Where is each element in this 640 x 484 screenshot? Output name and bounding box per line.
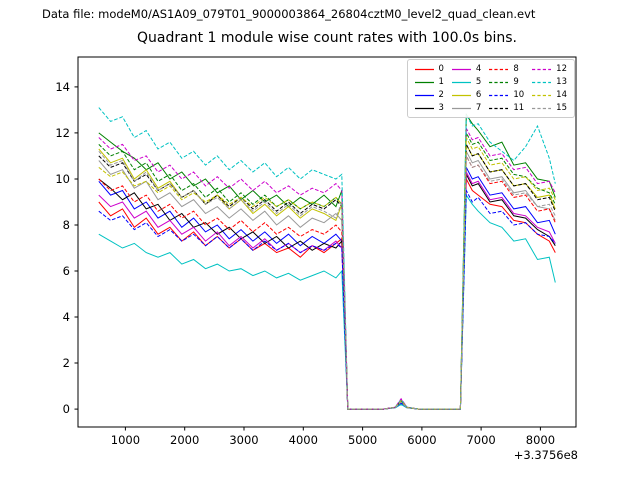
series-line-14 <box>98 137 556 410</box>
legend-entry: 9 <box>489 77 524 87</box>
chart-title: Quadrant 1 module wise count rates with … <box>137 30 517 46</box>
y-tick-label: 10 <box>55 172 70 186</box>
legend-label: 2 <box>438 89 444 100</box>
y-tick-label: 12 <box>55 126 70 140</box>
legend-label: 13 <box>556 76 567 87</box>
legend-label: 3 <box>438 102 444 113</box>
legend-line-sample <box>451 94 471 96</box>
data-file-label: Data file: modeM0/AS1A09_079T01_90000038… <box>42 7 536 21</box>
legend-entry: 6 <box>451 89 482 100</box>
y-tick-label: 4 <box>63 310 70 324</box>
legend-column: 0 1 2 3 <box>414 63 444 113</box>
legend-entry: 10 <box>489 90 524 100</box>
legend-entry: 2 <box>414 89 444 100</box>
legend-entry: 1 <box>414 76 444 87</box>
legend-entry: 0 <box>414 63 444 74</box>
legend-line-sample <box>414 81 434 83</box>
series-line-5 <box>98 193 556 410</box>
series-line-1 <box>98 112 556 410</box>
legend-line-sample <box>532 107 552 109</box>
legend-line-sample <box>532 68 552 70</box>
y-tick-label: 2 <box>63 356 70 370</box>
x-tick-label: 3000 <box>229 433 258 447</box>
legend-line-sample <box>489 94 509 96</box>
legend-column: 4 5 6 7 <box>451 63 482 113</box>
axes-frame <box>77 56 577 428</box>
x-tick-label: 7000 <box>466 433 495 447</box>
legend-label: 6 <box>475 89 482 100</box>
legend-label: 8 <box>513 63 519 74</box>
legend-line-sample <box>489 81 509 83</box>
y-tick-label: 6 <box>63 264 70 278</box>
legend-line-sample <box>414 107 434 109</box>
y-tick-label: 14 <box>55 80 70 94</box>
legend-label: 9 <box>513 76 519 87</box>
legend-label: 1 <box>438 76 444 87</box>
x-axis-offset-label: +3.3756e8 <box>513 448 578 462</box>
legend-line-sample <box>532 81 552 83</box>
legend-entry: 15 <box>532 103 567 113</box>
legend-entry: 14 <box>532 90 567 100</box>
legend-column: 8 9 10 11 <box>489 64 524 113</box>
legend-entry: 12 <box>532 64 567 74</box>
legend-label: 7 <box>475 102 482 113</box>
legend-label: 4 <box>475 63 482 74</box>
x-tick-label: 1000 <box>111 433 140 447</box>
legend-entry: 11 <box>489 103 524 113</box>
legend-line-sample <box>489 107 509 109</box>
legend-label: 12 <box>556 63 567 74</box>
legend-entry: 13 <box>532 77 567 87</box>
x-tick-label: 2000 <box>170 433 199 447</box>
legend-line-sample <box>451 81 471 83</box>
series-line-4 <box>98 171 556 410</box>
x-tick-label: 4000 <box>289 433 318 447</box>
legend-label: 0 <box>438 63 444 74</box>
legend-entry: 4 <box>451 63 482 74</box>
series-line-13 <box>98 107 556 410</box>
series-line-6 <box>98 144 556 410</box>
y-tick-label: 8 <box>63 218 70 232</box>
legend-label: 15 <box>556 102 567 113</box>
legend-line-sample <box>414 94 434 96</box>
y-tick-label: 0 <box>63 402 70 416</box>
series-line-12 <box>98 128 556 410</box>
legend-line-sample <box>451 68 471 70</box>
legend-entry: 5 <box>451 76 482 87</box>
x-tick-label: 5000 <box>348 433 377 447</box>
legend-entry: 3 <box>414 102 444 113</box>
legend-label: 5 <box>475 76 482 87</box>
legend-label: 14 <box>556 89 567 100</box>
legend-line-sample <box>451 107 471 109</box>
series-line-11 <box>98 144 556 410</box>
legend-label: 10 <box>513 89 525 100</box>
x-tick-label: 8000 <box>526 433 555 447</box>
series-line-10 <box>98 188 556 410</box>
series-line-0 <box>98 177 556 410</box>
legend-line-sample <box>414 68 434 70</box>
legend: 0 1 2 3 4 5 6 7 8 9 10 11 12 13 14 15 <box>406 59 575 118</box>
legend-line-sample <box>532 94 552 96</box>
x-tick-label: 6000 <box>407 433 436 447</box>
series-line-15 <box>98 150 556 410</box>
legend-label: 11 <box>513 102 525 113</box>
legend-column: 12 13 14 15 <box>532 64 567 113</box>
legend-entry: 7 <box>451 102 482 113</box>
legend-entry: 8 <box>489 64 524 74</box>
legend-line-sample <box>489 68 509 70</box>
